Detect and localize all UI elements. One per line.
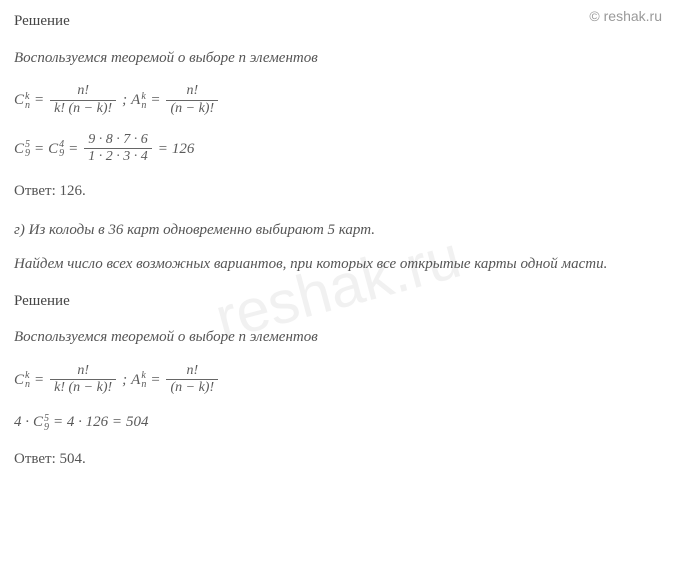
calc-num-1: 9 · 8 · 7 · 6 bbox=[84, 132, 152, 149]
theorem-text-2a: Воспользуемся теоремой о выборе bbox=[14, 329, 239, 345]
eq-7: = bbox=[150, 369, 160, 392]
A-num-2: n! bbox=[182, 363, 202, 380]
C94-base: C bbox=[48, 141, 58, 157]
result-2: 504 bbox=[126, 411, 149, 434]
eq-3: = bbox=[34, 138, 44, 161]
theorem-text-1a: Воспользуемся теоремой о выборе bbox=[14, 50, 239, 66]
theorem-intro-2: Воспользуемся теоремой о выборе n элемен… bbox=[14, 326, 662, 349]
answer-label-1: Ответ: bbox=[14, 183, 60, 199]
frac-C-1: n! k! (n − k)! bbox=[50, 83, 116, 118]
semicolon-2: ; bbox=[122, 369, 127, 392]
calc-prefix-2: 4 · bbox=[14, 411, 29, 434]
eq-4: = bbox=[68, 138, 78, 161]
answer-1: Ответ: 126. bbox=[14, 180, 662, 203]
theorem-text-2b: элементов bbox=[246, 329, 318, 345]
eq-6: = bbox=[34, 369, 44, 392]
solution-heading-2: Решение bbox=[14, 290, 662, 313]
semicolon-1: ; bbox=[122, 89, 127, 112]
C-symbol-2: Ckn bbox=[14, 369, 30, 392]
theorem-n-2: n bbox=[239, 329, 247, 345]
C-sub: n bbox=[25, 101, 30, 110]
answer-label-2: Ответ: bbox=[14, 451, 60, 467]
answer-value-2: 504. bbox=[60, 451, 86, 467]
C94-sub: 9 bbox=[59, 149, 64, 158]
C-sub-2: n bbox=[25, 380, 30, 389]
C95-2: C59 bbox=[33, 411, 49, 434]
C95-base: C bbox=[14, 141, 24, 157]
C95-sub: 9 bbox=[25, 149, 30, 158]
C95: C59 bbox=[14, 138, 30, 161]
theorem-text-1b: элементов bbox=[246, 50, 318, 66]
problem-g: г) Из колоды в 36 карт одновременно выби… bbox=[14, 219, 662, 242]
theorem-n-1: n bbox=[239, 50, 247, 66]
result-1: 126 bbox=[172, 138, 195, 161]
C-den-1: k! (n − k)! bbox=[50, 100, 116, 118]
A-den-2: (n − k)! bbox=[166, 379, 218, 397]
formula-general-2: Ckn = n! k! (n − k)! ; Akn = n! (n − k)! bbox=[14, 363, 662, 398]
eq-1: = bbox=[34, 89, 44, 112]
A-sub: n bbox=[141, 101, 146, 110]
calc-den-1: 1 · 2 · 3 · 4 bbox=[84, 148, 152, 166]
problem-text: Из колоды в 36 карт одновременно выбираю… bbox=[29, 222, 375, 238]
task-text: Найдем число всех возможных вариантов, п… bbox=[14, 253, 662, 276]
calc-line-2: 4 · C59 = 4 · 126 = 504 bbox=[14, 411, 662, 434]
C95-sub-2: 9 bbox=[44, 423, 49, 432]
A-den-1: (n − k)! bbox=[166, 100, 218, 118]
C-symbol: Ckn bbox=[14, 89, 30, 112]
document-content: Решение Воспользуемся теоремой о выборе … bbox=[14, 10, 662, 470]
calc-line-1: C59 = C49 = 9 · 8 · 7 · 6 1 · 2 · 3 · 4 … bbox=[14, 132, 662, 167]
C94: C49 bbox=[48, 138, 64, 161]
frac-A-1: n! (n − k)! bbox=[166, 83, 218, 118]
C-base-2: C bbox=[14, 372, 24, 388]
A-base-2: A bbox=[131, 372, 140, 388]
C-den-2: k! (n − k)! bbox=[50, 379, 116, 397]
eq-2: = bbox=[150, 89, 160, 112]
C-num-1: n! bbox=[73, 83, 93, 100]
problem-label: г) bbox=[14, 222, 29, 238]
A-symbol-2: Akn bbox=[131, 369, 146, 392]
C-num-2: n! bbox=[73, 363, 93, 380]
formula-general-1: Ckn = n! k! (n − k)! ; Akn = n! (n − k)! bbox=[14, 83, 662, 118]
solution-heading-1: Решение bbox=[14, 10, 662, 33]
A-num-1: n! bbox=[182, 83, 202, 100]
C-base: C bbox=[14, 92, 24, 108]
eq-5: = bbox=[158, 138, 168, 161]
frac-C-2: n! k! (n − k)! bbox=[50, 363, 116, 398]
A-base: A bbox=[131, 92, 140, 108]
answer-value-1: 126. bbox=[60, 183, 86, 199]
answer-2: Ответ: 504. bbox=[14, 448, 662, 471]
calc-mid-2: = 4 · 126 = bbox=[53, 411, 122, 434]
frac-A-2: n! (n − k)! bbox=[166, 363, 218, 398]
theorem-intro-1: Воспользуемся теоремой о выборе n элемен… bbox=[14, 47, 662, 70]
calc-frac-1: 9 · 8 · 7 · 6 1 · 2 · 3 · 4 bbox=[84, 132, 152, 167]
A-sub-2: n bbox=[141, 380, 146, 389]
C95-base-2: C bbox=[33, 414, 43, 430]
A-symbol: Akn bbox=[131, 89, 146, 112]
